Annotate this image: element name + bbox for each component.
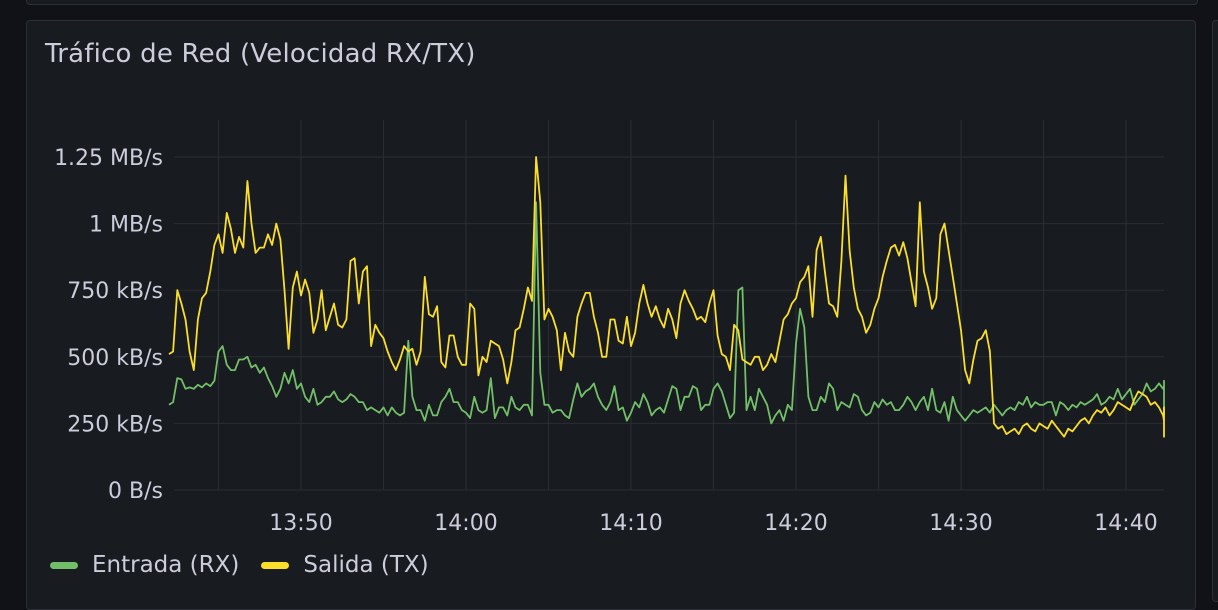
chart-grid bbox=[174, 120, 1164, 491]
chart-legend: Entrada (RX) Salida (TX) bbox=[50, 552, 451, 578]
legend-label-tx: Salida (TX) bbox=[303, 552, 429, 578]
y-tick-label: 1 MB/s bbox=[89, 213, 163, 238]
legend-swatch-tx bbox=[261, 561, 290, 569]
series-line-tx bbox=[168, 156, 1165, 438]
x-tick-label: 13:50 bbox=[269, 511, 332, 536]
x-tick-label: 14:10 bbox=[599, 511, 662, 536]
legend-item-rx[interactable]: Entrada (RX) bbox=[50, 552, 239, 578]
x-axis-ticks: 13:50 14:00 14:10 14:20 14:30 14:40 bbox=[269, 511, 1157, 536]
y-axis-ticks: 0 B/s 250 kB/s 500 kB/s 750 kB/s 1 MB/s 1.25 … bbox=[54, 146, 163, 504]
legend-swatch-rx bbox=[50, 561, 78, 569]
y-tick-label: 0 B/s bbox=[108, 479, 163, 504]
x-tick-label: 14:30 bbox=[929, 511, 992, 536]
network-traffic-panel: Tráfico de Red (Velocidad RX/TX) bbox=[26, 20, 1196, 610]
panel-title[interactable]: Tráfico de Red (Velocidad RX/TX) bbox=[45, 39, 476, 69]
legend-label-rx: Entrada (RX) bbox=[92, 552, 240, 578]
chart-series bbox=[168, 156, 1165, 438]
legend-item-tx[interactable]: Salida (TX) bbox=[261, 552, 429, 578]
y-tick-label: 500 kB/s bbox=[67, 346, 163, 371]
y-tick-label: 250 kB/s bbox=[67, 412, 163, 437]
x-tick-label: 14:00 bbox=[434, 511, 497, 536]
network-traffic-chart[interactable]: 0 B/s 250 kB/s 500 kB/s 750 kB/s 1 MB/s 1.25 … bbox=[0, 0, 1218, 578]
series-line-rx bbox=[168, 201, 1165, 425]
y-tick-label: 750 kB/s bbox=[67, 279, 163, 304]
y-tick-label: 1.25 MB/s bbox=[54, 146, 163, 171]
x-tick-label: 14:40 bbox=[1094, 511, 1157, 536]
x-tick-label: 14:20 bbox=[764, 511, 827, 536]
adjacent-panel-top-edge bbox=[26, 0, 1198, 5]
